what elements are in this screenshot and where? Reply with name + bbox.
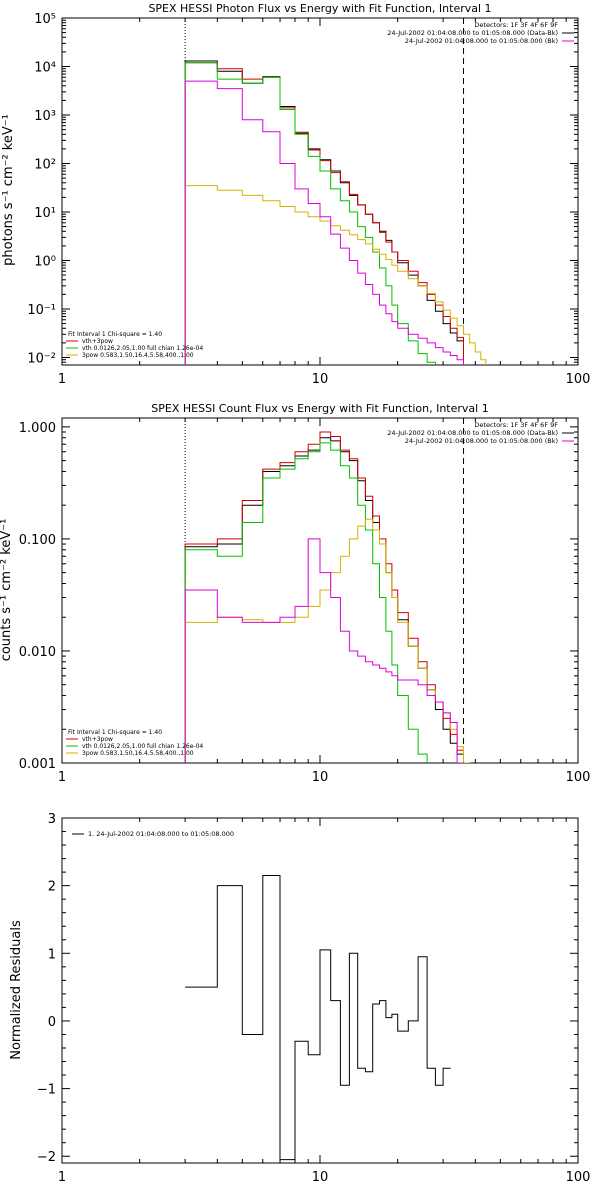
photon-y-tick-label: 10⁵ <box>34 12 56 27</box>
photon-y-tick-label: 10⁰ <box>34 254 56 269</box>
residual-x-tick-label: 100 <box>566 1170 591 1185</box>
count-y-tick-label: 0.001 <box>19 757 56 772</box>
photon-y-tick-label: 10⁻² <box>27 351 56 366</box>
residual-y-tick-label: 1 <box>48 947 56 962</box>
photon-legend-top-text: 24-Jul-2002 01:04:08.000 to 01:05:08.000… <box>405 37 558 45</box>
count-series-data-bk <box>184 437 464 763</box>
count-legend-top-text: 24-Jul-2002 01:04:08.000 to 01:05:08.000… <box>405 437 558 445</box>
photon-legend-bottom-text: 3pow 0.583,1.50,16.4,5.58,400.,1.00 <box>82 352 194 359</box>
count-x-tick-label: 10 <box>312 770 329 785</box>
photon-legend-top-text: 24-Jul-2002 01:04:08.000 to 01:05:08.000… <box>387 29 558 37</box>
residuals-plot-area: 1 10 100 −2 −1 0 1 2 3 1. 24-Jul-2002 01:04:08.00… <box>37 812 591 1185</box>
count-y-tick-label: 0.010 <box>19 645 56 660</box>
photon-x-tick-label: 100 <box>566 372 591 387</box>
count-flux-panel: SPEX HESSI Count Flux vs Energy with Fit… <box>0 402 590 785</box>
count-legend-top-text: Detectors: 1F 3F 4F 6F 9F <box>474 421 558 429</box>
count-x-tick-label: 1 <box>58 770 66 785</box>
count-legend-top-text: 24-Jul-2002 01:04:08.000 to 01:05:08.000… <box>387 429 558 437</box>
residuals-y-axis-label: Normalized Residuals <box>9 920 24 1060</box>
residual-series-residuals <box>185 875 451 1161</box>
residuals-panel: Normalized Residuals 1 10 100 −2 −1 0 1 2 3 1. 24… <box>9 812 590 1185</box>
count-legend-bottom-text: Fit Interval 1 Chi-square = 1.40 <box>68 729 162 736</box>
photon-y-axis-label: photons s⁻¹ cm⁻² keV⁻¹ <box>1 114 16 266</box>
residual-x-tick-label: 10 <box>312 1170 329 1185</box>
photon-y-tick-label: 10² <box>34 157 56 172</box>
count-legend-bottom-text: vth+3pow <box>82 736 113 743</box>
residual-y-tick-label: −1 <box>37 1083 56 1098</box>
photon-y-tick-label: 10⁻¹ <box>27 303 56 318</box>
count-series-vth-3pow <box>184 431 464 763</box>
photon-axes-frame <box>61 17 579 366</box>
photon-series-bk <box>184 80 464 365</box>
photon-series-data-bk <box>184 60 464 365</box>
photon-y-tick-label: 10⁴ <box>34 60 56 75</box>
photon-series-vth <box>184 62 436 365</box>
photon-legend-bottom-text: Fit Interval 1 Chi-square = 1.40 <box>68 331 162 338</box>
count-series-vth <box>184 442 428 763</box>
photon-x-tick-label: 1 <box>58 372 66 387</box>
photon-series-3pow <box>184 185 487 365</box>
photon-legend-bottom-text: vth+3pow <box>82 338 113 345</box>
count-chart-title: SPEX HESSI Count Flux vs Energy with Fit… <box>151 402 488 415</box>
count-y-tick-label: 1.000 <box>19 421 56 436</box>
residual-y-tick-label: 0 <box>48 1015 56 1030</box>
residual-x-tick-label: 1 <box>58 1170 66 1185</box>
photon-legend-bottom-text: vth 0.0126,2.05,1.00 full chian 1.26e-04 <box>82 345 203 352</box>
residual-y-tick-label: 3 <box>48 812 56 827</box>
residual-y-tick-label: −2 <box>37 1150 56 1165</box>
photon-plot-area: 1 10 100 10⁻² 10⁻¹ 10⁰ 10¹ 10² 10³ 10⁴ 10⁵ Detector… <box>27 12 590 387</box>
count-y-axis-label: counts s⁻¹ cm⁻² keV⁻¹ <box>0 519 14 662</box>
count-y-tick-label: 0.100 <box>19 533 56 548</box>
count-plot-area: 1 10 100 0.001 0.010 0.100 1.000 Detectors: 1F … <box>19 417 591 785</box>
photon-flux-panel: SPEX HESSI Photon Flux vs Energy with Fi… <box>1 2 590 387</box>
photon-x-tick-label: 10 <box>312 372 329 387</box>
photon-y-tick-label: 10³ <box>34 109 56 124</box>
photon-series-vth-3pow <box>184 62 464 365</box>
residual-legend-text: 1. 24-Jul-2002 01:04:08.000 to 01:05:08.… <box>88 830 234 838</box>
residual-y-tick-label: 2 <box>48 880 56 895</box>
photon-y-tick-label: 10¹ <box>34 206 56 221</box>
count-x-tick-label: 100 <box>566 770 591 785</box>
count-legend-bottom-text: vth 0.0126,2.05,1.00 full chian 1.26e-04 <box>82 743 203 750</box>
count-series-bk <box>184 538 464 763</box>
photon-chart-title: SPEX HESSI Photon Flux vs Energy with Fi… <box>148 2 491 15</box>
photon-legend-top-text: Detectors: 1F 3F 4F 6F 9F <box>474 21 558 29</box>
count-legend-bottom-text: 3pow 0.583,1.50,16.4,5.58,400.,1.00 <box>82 750 194 757</box>
